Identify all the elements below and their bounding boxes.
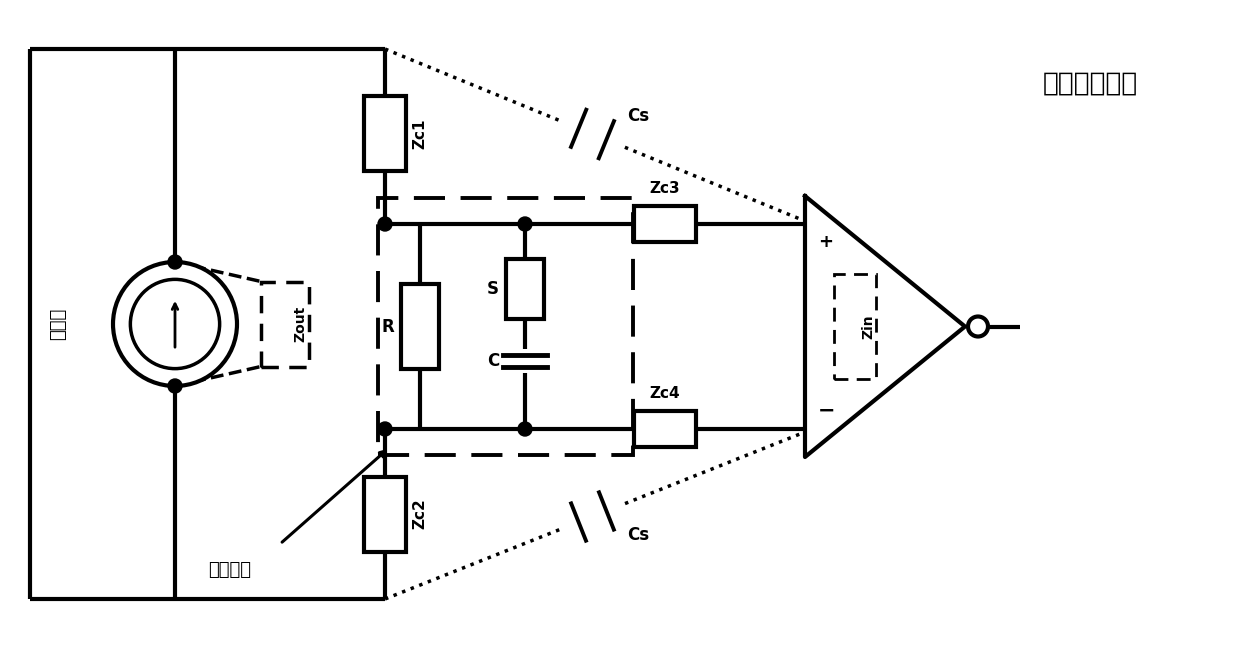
Circle shape <box>968 317 988 336</box>
Text: 恒流源: 恒流源 <box>50 308 67 340</box>
Circle shape <box>378 422 392 436</box>
Circle shape <box>130 279 219 369</box>
Circle shape <box>518 217 532 231</box>
Text: +: + <box>818 233 833 251</box>
Circle shape <box>378 217 392 231</box>
Text: Zout: Zout <box>293 306 308 342</box>
Circle shape <box>113 262 237 386</box>
Text: −: − <box>818 401 836 421</box>
Bar <box>506 259 544 319</box>
Circle shape <box>167 255 182 269</box>
Bar <box>634 206 696 242</box>
Text: C: C <box>487 352 498 370</box>
Bar <box>634 411 696 447</box>
Bar <box>835 274 875 379</box>
Bar <box>260 282 309 367</box>
Bar <box>401 284 439 369</box>
Text: Cs: Cs <box>627 526 650 543</box>
Text: Zc2: Zc2 <box>412 498 427 530</box>
Bar <box>365 476 405 552</box>
Text: S: S <box>487 280 498 298</box>
Bar <box>377 198 632 455</box>
Text: Zin: Zin <box>861 314 875 339</box>
Text: R: R <box>381 317 394 336</box>
Text: Zc1: Zc1 <box>412 119 427 149</box>
Text: Zc4: Zc4 <box>650 386 681 401</box>
Text: 电压测量电路: 电压测量电路 <box>1043 71 1137 97</box>
Bar <box>365 97 405 171</box>
Text: Cs: Cs <box>627 107 650 125</box>
Text: 被测目标: 被测目标 <box>208 561 252 579</box>
Circle shape <box>518 422 532 436</box>
Text: Zc3: Zc3 <box>650 181 681 196</box>
Circle shape <box>167 379 182 393</box>
